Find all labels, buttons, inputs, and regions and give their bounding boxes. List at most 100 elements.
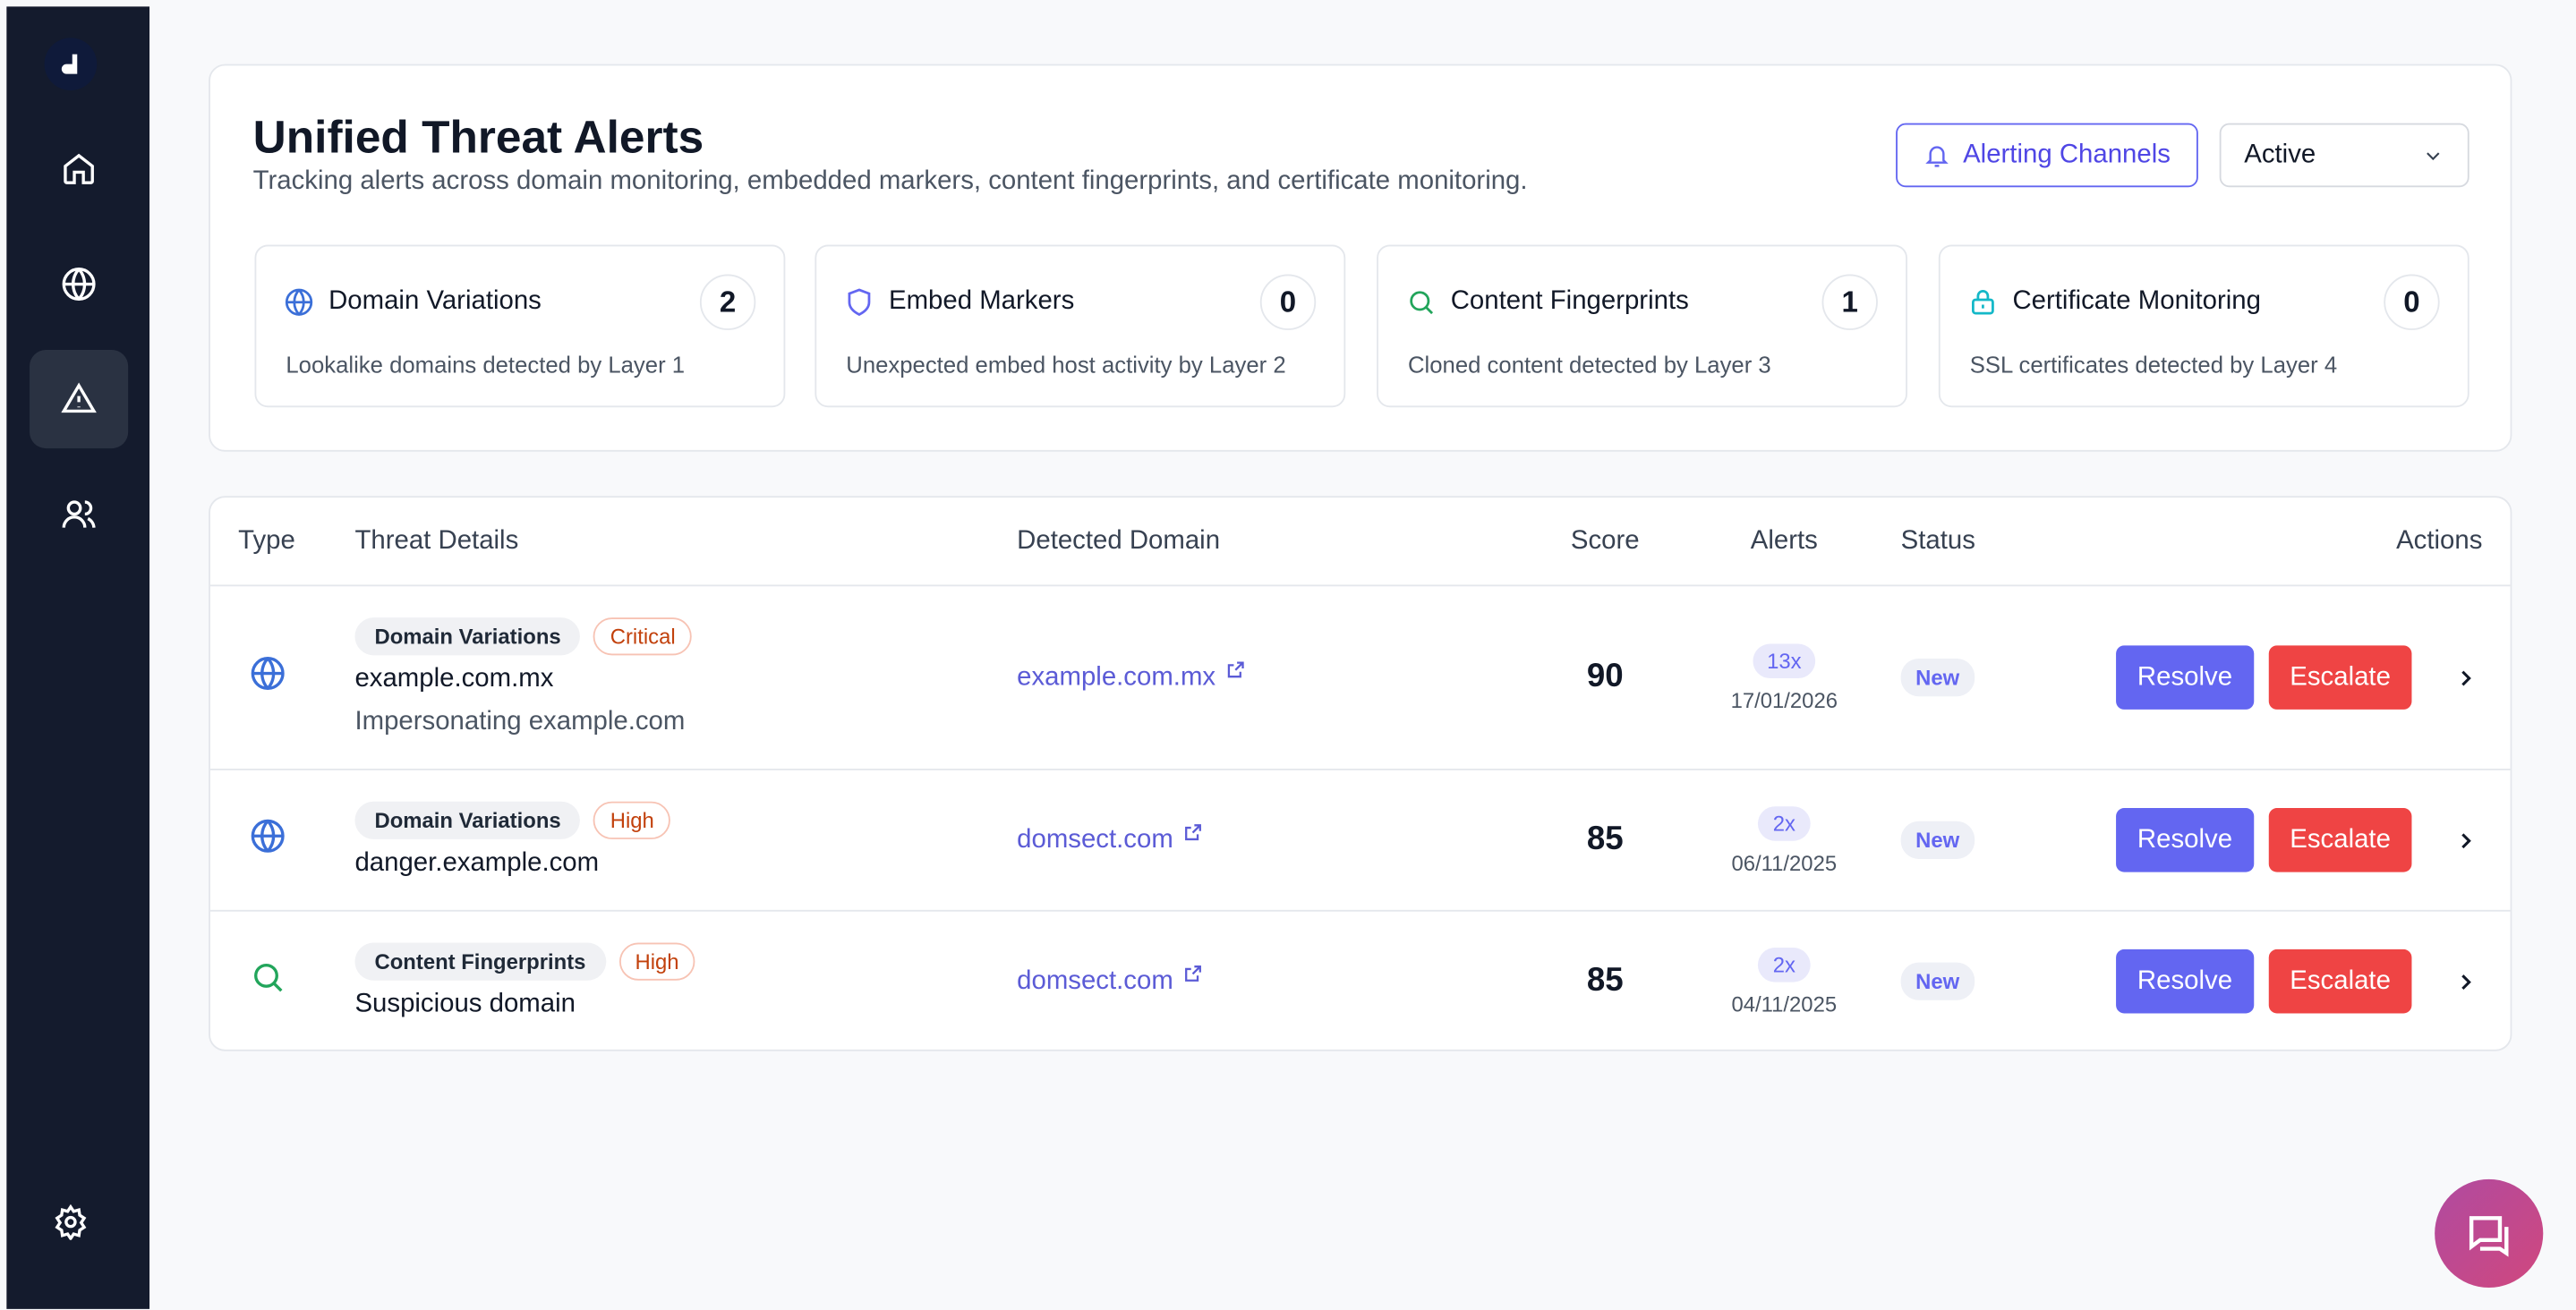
row-expand[interactable] [2453,968,2479,994]
severity-tag: High [593,801,671,839]
column-header: Status [1900,526,1975,555]
external-link-icon[interactable] [1183,962,1203,991]
action-button[interactable]: Resolve [2116,808,2254,872]
users-icon [62,500,96,528]
details-cell: Domain Variations Critical example.com.mx I… [354,586,693,769]
row-expand[interactable] [2453,827,2479,853]
status-badge: New [1900,659,1975,697]
type-cell [250,912,286,1051]
column-header: Type [238,526,295,555]
card-icon [844,287,874,325]
alert-date: 17/01/2026 [1730,687,1838,712]
external-link-icon[interactable] [1225,658,1245,687]
icon-part [55,1204,87,1240]
card-icon [285,287,314,325]
icon-part [252,657,284,690]
icon-part [285,288,313,316]
score-cell: 85 [1538,912,1673,1051]
severity-tag: High [618,942,695,981]
card-name: Embed Markers [888,287,1075,316]
status-filter[interactable]: Active [2219,123,2469,188]
column-header: Detected Domain [1017,526,1221,555]
card-name: Content Fingerprints [1450,287,1689,316]
logo[interactable] [44,38,98,90]
alert-count: 2x [1758,805,1811,840]
summary-card[interactable]: Embed Markers 0 Unexpected embed host acti… [815,244,1346,408]
table-row[interactable]: Domain Variations Critical example.com.mx I… [209,584,2511,769]
domain-link[interactable]: example.com.mx [1017,662,1216,691]
icon-part [254,963,283,992]
score-cell: 90 [1538,586,1673,769]
card-name: Domain Variations [328,287,542,316]
icon-part [848,288,871,317]
threat-title: Suspicious domain [354,990,576,1018]
table-row[interactable]: Content Fingerprints High Suspicious domai… [209,909,2511,1051]
icon-part [252,820,284,853]
nav-alerts[interactable] [30,349,129,449]
icon-part [1410,291,1430,311]
threat-description: Impersonating example.com [354,708,686,736]
domain-link[interactable]: domsect.com [1017,966,1173,995]
threat-title: example.com.mx [354,665,554,693]
nav-domains[interactable] [30,234,128,333]
icon-part [62,500,96,528]
action-button[interactable]: Escalate [2268,808,2412,872]
severity-tag: Critical [593,617,693,656]
icon-part [286,289,311,316]
category-tag: Content Fingerprints [354,942,606,981]
icon-part [1185,965,1202,981]
nav-users[interactable] [30,464,128,563]
action-button[interactable]: Resolve [2116,645,2254,710]
icon-part [1185,965,1202,981]
alert-date: 06/11/2025 [1731,849,1838,875]
globe-icon [62,268,96,302]
details-cell: Domain Variations High danger.example.com [354,770,671,910]
icon-part [1185,823,1202,840]
card-description: SSL certificates detected by Layer 4 [1969,351,2338,379]
icon-part [251,657,285,691]
icon-part [64,1215,77,1229]
logo-mark [61,54,78,74]
page-title: Unified Threat Alerts [252,111,704,163]
column-header: Score [1570,526,1640,555]
action-button[interactable]: Escalate [2268,645,2412,710]
summary-card[interactable]: Certificate Monitoring 0 SSL certificates … [1938,244,2469,408]
chat-icon [2469,1216,2509,1257]
icon-part [1185,823,1202,840]
alerting-channels-button[interactable]: Alerting Channels [1896,123,2198,188]
icon-part [2461,669,2472,685]
nav-home[interactable] [30,120,128,218]
card-count: 2 [699,274,756,330]
nav-settings[interactable] [21,1173,120,1272]
card-description: Lookalike domains detected by Layer 1 [286,351,686,379]
external-link-icon[interactable] [1183,821,1203,850]
card-count: 1 [1821,274,1878,330]
icon-part [1425,306,1434,315]
icon-part [2461,669,2472,685]
summary-card[interactable]: Domain Variations 2 Lookalike domains dete… [254,244,786,408]
action-button[interactable]: Escalate [2268,948,2412,1014]
row-expand[interactable] [2453,664,2479,690]
alerts-table: Type Threat Details Detected Domain Score Al… [209,496,2512,1051]
tag-row: Domain Variations Critical [354,617,693,656]
icon-part [1972,290,1994,315]
summary-card[interactable]: Content Fingerprints 1 Cloned content dete… [1377,244,1907,408]
alert-count: 13x [1752,642,1817,678]
domain-link[interactable]: domsect.com [1017,825,1173,854]
action-button[interactable]: Resolve [2116,948,2254,1014]
sidebar [6,6,150,1309]
icon-part [272,982,283,992]
alerts-cell: 2x 06/11/2025 [1672,770,1896,910]
tag-row: Domain Variations High [354,801,671,839]
chat-button[interactable] [2435,1178,2544,1289]
icon-part [2461,832,2472,848]
button-label: Alerting Channels [1963,140,2171,169]
domain-cell: example.com.mx [1017,586,1245,769]
score: 85 [1586,821,1624,858]
page-subtitle: Tracking alerts across domain monitoring… [252,167,1528,196]
table-row[interactable]: Domain Variations High danger.example.com d… [209,768,2511,910]
domain-cell: domsect.com [1017,770,1203,910]
card-description: Cloned content detected by Layer 3 [1407,351,1771,379]
bell-icon [1924,145,1949,166]
